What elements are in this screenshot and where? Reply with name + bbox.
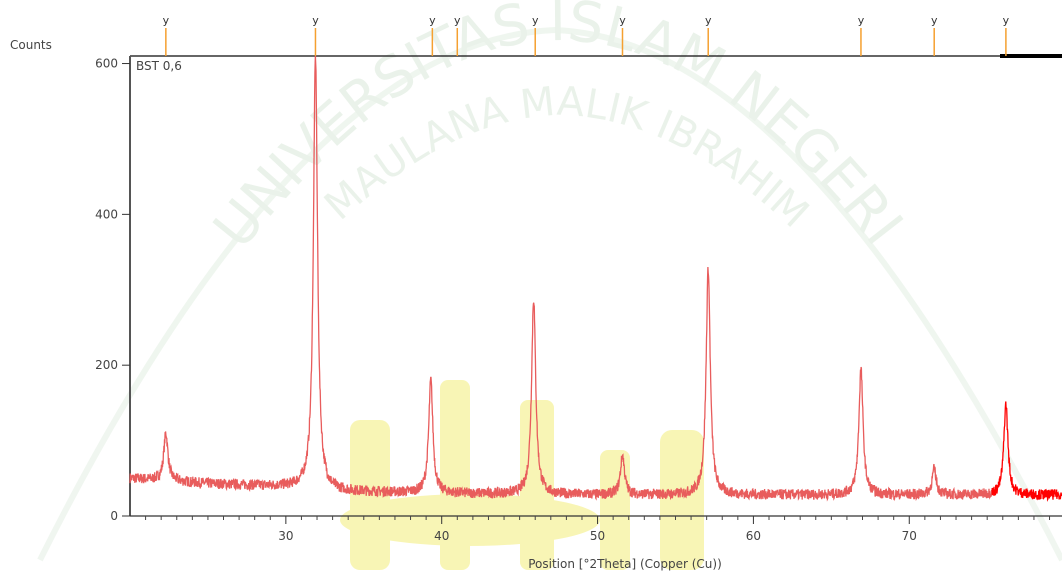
svg-text:UNIVERSITAS ISLAM NEGERI: UNIVERSITAS ISLAM NEGERI [201,0,914,261]
reference-marker-8: y [931,14,938,27]
watermark: UNIVERSITAS ISLAM NEGERI MAULANA MALIK I… [37,0,1062,570]
reference-marker-9: y [1003,14,1010,27]
reference-marker-5: y [619,14,626,27]
y-tick-label-400: 400 [95,207,118,221]
x-tick-label-70: 70 [902,529,917,543]
reference-marker-3: y [454,14,461,27]
y-ticks: 0 200 400 600 [95,57,130,523]
reference-marker-7: y [858,14,865,27]
x-minor-ticks [145,516,1051,520]
y-axis-label: Counts [10,38,52,52]
x-tick-label-50: 50 [590,529,605,543]
reference-marker-1: y [312,14,319,27]
reference-marker-4: y [532,14,539,27]
watermark-line-1: UNIVERSITAS ISLAM NEGERI [201,0,914,261]
y-tick-label-600: 600 [95,57,118,71]
y-tick-label-200: 200 [95,358,118,372]
x-tick-label-60: 60 [746,529,761,543]
reference-marker-6: y [705,14,712,27]
reference-marker-2: y [429,14,436,27]
series-group [129,55,1062,502]
series-line-end [991,401,1062,502]
x-tick-label-30: 30 [278,529,293,543]
watermark-logo-shape [340,380,704,570]
x-axis-label: Position [°2Theta] (Copper (Cu)) [528,557,722,571]
series-line-main [129,55,993,502]
y-tick-label-0: 0 [110,509,118,523]
sample-label: BST 0,6 [136,59,182,73]
x-ticks: 30 40 50 60 70 [278,516,917,543]
x-tick-label-40: 40 [434,529,449,543]
reference-marker-0: y [163,14,170,27]
watermark-arc [37,26,1062,562]
